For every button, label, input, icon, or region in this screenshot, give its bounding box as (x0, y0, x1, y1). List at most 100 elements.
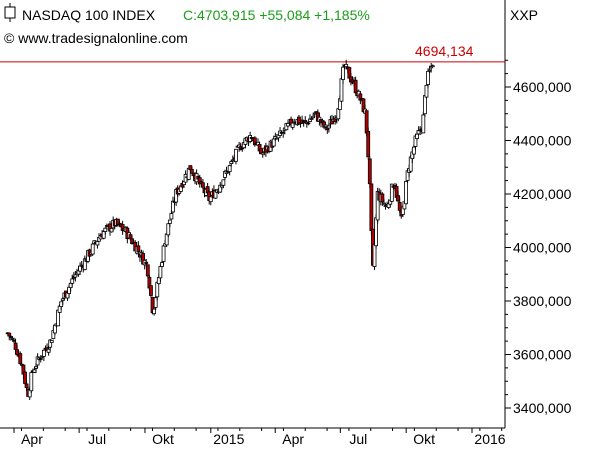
candle-body (152, 308, 157, 315)
candle-body (344, 63, 349, 68)
candle-body (128, 234, 133, 240)
candle-body (57, 305, 62, 313)
candle-body (46, 348, 51, 353)
candle-body (306, 122, 311, 125)
candle-body (341, 66, 345, 80)
candle-body (339, 78, 344, 102)
candle-body (29, 372, 34, 392)
candle-body (312, 112, 317, 115)
candle-body (78, 265, 83, 272)
candle-body (169, 213, 174, 220)
candle-body (375, 191, 380, 221)
candle-body (167, 219, 172, 224)
y-tick-label: 3400,000 (513, 400, 572, 416)
candle-body (380, 193, 385, 203)
candle-body (38, 358, 43, 360)
candle-body (323, 124, 328, 128)
candle-body (171, 200, 175, 213)
candle-body (411, 146, 416, 155)
candle-body (229, 161, 234, 164)
y-tick-label: 4200,000 (513, 186, 572, 202)
candle-body (227, 165, 232, 173)
x-tick-label: 2016 (474, 431, 505, 447)
candle-body (109, 227, 114, 233)
candle-body (160, 262, 164, 267)
candle-body (367, 158, 372, 185)
candle-body (389, 183, 394, 202)
candle-body (34, 366, 38, 369)
candle-body (408, 156, 413, 172)
candle-body (158, 266, 163, 279)
candle-body (426, 70, 430, 85)
candle-body (252, 137, 257, 146)
y-axis-ticks: 3400,000 3600,000 3800,000 4000,000 4200,000… (505, 59, 572, 416)
candle-body (103, 227, 108, 232)
candles (5, 59, 435, 401)
candle-body (364, 110, 369, 134)
candle-body (90, 243, 95, 255)
candle-body (161, 245, 166, 262)
candle-body (422, 95, 427, 115)
x-tick-label: Okt (413, 431, 435, 447)
y-tick-label: 4000,000 (513, 240, 572, 256)
last-price-label: 4694,134 (415, 43, 474, 59)
candle-body (149, 285, 153, 296)
candle-body (10, 338, 15, 340)
candle-body (183, 173, 188, 183)
candle-body (314, 111, 319, 113)
candle-body (156, 277, 161, 285)
candle-body (309, 118, 314, 120)
candle-body (68, 282, 73, 289)
candle-body (136, 245, 141, 252)
candle-body (189, 168, 194, 174)
candle-body (290, 122, 295, 128)
candle-body (32, 369, 37, 373)
candle-body (145, 264, 150, 277)
candle-body (49, 339, 54, 343)
candle-body (430, 65, 435, 68)
candle-body (396, 195, 401, 202)
candle-body (234, 148, 238, 162)
candle-body (155, 281, 160, 298)
candle-body (201, 182, 205, 188)
candle-body (13, 342, 18, 350)
y-tick-label: 3600,000 (513, 347, 572, 363)
candle-body (221, 179, 226, 186)
candle-body (374, 217, 378, 247)
candle-body (382, 202, 386, 205)
candle-body (271, 138, 276, 147)
x-tick-label: Apr (282, 431, 304, 447)
candle-body (164, 233, 169, 246)
candle-body (95, 241, 100, 246)
candle-body (67, 286, 71, 294)
candle-body (260, 152, 265, 155)
candle-body (53, 324, 57, 334)
chart-title: NASDAQ 100 INDEX (22, 7, 156, 23)
chart-header: NASDAQ 100 INDEX C:4703,915 +55,084 +1,1… (4, 3, 538, 46)
x-axis-ticks: Apr Jul Okt 2015 Apr Jul Okt 2016 (13, 428, 506, 447)
x-tick-label: Okt (152, 431, 174, 447)
candle-body (230, 159, 235, 162)
x-tick-label: Apr (21, 431, 43, 447)
candle-body (369, 183, 374, 231)
candle-body (73, 274, 78, 278)
candle-body (358, 93, 363, 101)
candle-body (427, 69, 432, 72)
candle-body (208, 196, 213, 203)
candle-body (286, 123, 290, 127)
candle-body (336, 108, 341, 120)
candle-body (7, 332, 12, 337)
candle-body (397, 201, 402, 211)
chart-source: © www.tradesignalonline.com (4, 30, 188, 46)
candle-body (24, 383, 29, 389)
candle-body (415, 133, 419, 140)
candle-body (8, 336, 13, 338)
candle-body (311, 115, 316, 119)
candle-body (144, 261, 149, 264)
candle-body (372, 243, 377, 267)
candle-body (404, 180, 408, 205)
candle-body (326, 125, 331, 129)
x-tick-label: 2015 (213, 431, 244, 447)
